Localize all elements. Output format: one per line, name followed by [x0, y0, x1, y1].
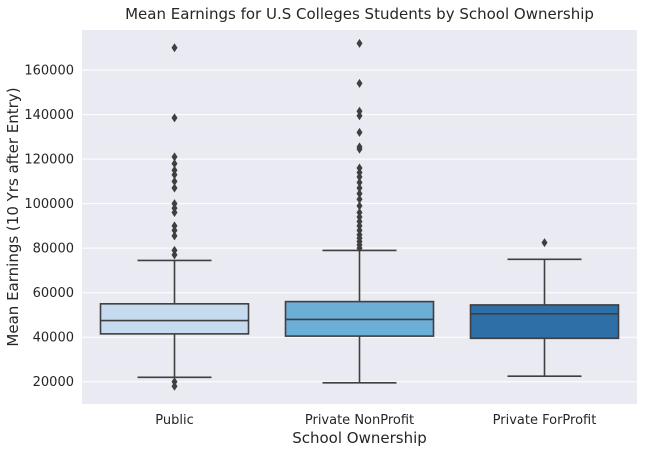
- outlier-point: [171, 221, 178, 231]
- outlier-point: [356, 177, 363, 187]
- outlier-point: [356, 208, 363, 218]
- outlier-point: [171, 165, 178, 175]
- y-axis-ticks: 20000 40000 60000 80000 100000 120000 140000 16…: [24, 64, 74, 391]
- y-axis-label: Mean Earnings (10 Yrs after Entry): [4, 87, 22, 346]
- outlier-point: [171, 113, 178, 123]
- outlier-point: [356, 142, 363, 152]
- box-private-forprofit: [469, 238, 620, 377]
- iqr-box: [469, 304, 620, 340]
- outlier-point: [356, 183, 363, 193]
- outlier-point: [171, 231, 178, 241]
- y-tick-label: 40000: [33, 331, 74, 346]
- outlier-point: [356, 127, 363, 137]
- outlier-point: [171, 245, 178, 255]
- x-axis-label: School Ownership: [292, 429, 427, 447]
- outlier-point: [171, 159, 178, 169]
- x-axis-ticks: Public Private NonProfit Private ForProfit: [155, 413, 596, 428]
- outlier-point: [356, 194, 363, 204]
- y-tick-label: 120000: [24, 153, 74, 168]
- outlier-point: [356, 38, 363, 48]
- outlier-point: [356, 201, 363, 211]
- x-tick-label: Private NonProfit: [305, 413, 414, 428]
- y-tick-label: 80000: [33, 242, 74, 257]
- outlier-point: [171, 199, 178, 209]
- boxes-group: [99, 38, 620, 391]
- outlier-point: [356, 106, 363, 116]
- y-tick-label: 60000: [33, 286, 74, 301]
- x-tick-label: Private ForProfit: [493, 413, 597, 428]
- outlier-point: [171, 377, 178, 387]
- box-public: [99, 43, 250, 391]
- outlier-point: [171, 152, 178, 162]
- iqr-box: [99, 303, 250, 335]
- outlier-point: [171, 43, 178, 53]
- y-tick-label: 100000: [24, 197, 74, 212]
- outlier-point: [356, 189, 363, 199]
- outlier-point: [541, 238, 548, 248]
- outlier-point: [356, 163, 363, 173]
- outlier-point: [171, 183, 178, 193]
- box-private-nonprofit: [284, 38, 435, 384]
- chart-title: Mean Earnings for U.S Colleges Students …: [125, 5, 594, 23]
- y-tick-label: 160000: [24, 64, 74, 79]
- y-tick-label: 20000: [33, 375, 74, 390]
- x-tick-label: Public: [155, 413, 193, 428]
- outlier-point: [171, 176, 178, 186]
- y-tick-label: 140000: [24, 108, 74, 123]
- outlier-point: [356, 78, 363, 88]
